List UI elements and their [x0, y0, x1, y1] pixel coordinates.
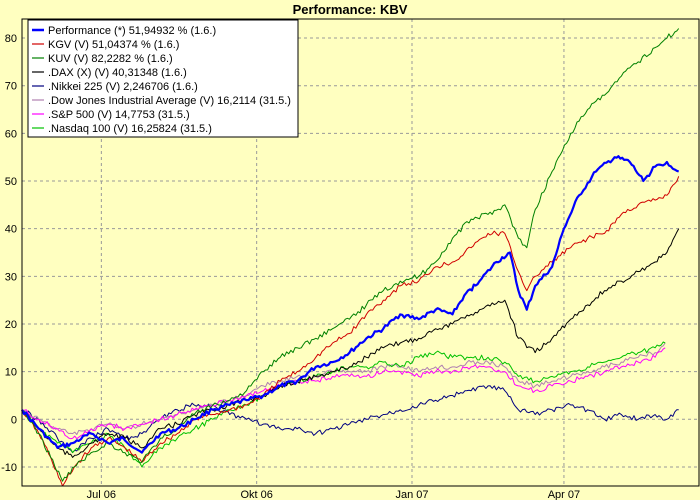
y-tick-label: 60 — [5, 128, 17, 140]
legend-entry: .DAX (X) (V) 40,31348 (1.6.) — [48, 67, 187, 79]
legend-entry: KUV (V) 82,2282 % (1.6.) — [48, 53, 173, 65]
x-tick-label: Apr 07 — [548, 489, 580, 500]
y-tick-label: -10 — [1, 462, 17, 474]
y-tick-label: 30 — [5, 271, 17, 283]
x-tick-label: Jan 07 — [395, 489, 428, 500]
series-line — [21, 28, 680, 482]
y-tick-label: 20 — [5, 319, 17, 331]
series-line — [21, 155, 680, 454]
y-tick-label: 10 — [5, 367, 17, 379]
grid — [22, 19, 699, 486]
legend-entry: .Nasdaq 100 (V) 16,25824 (31.5.) — [48, 123, 212, 135]
legend: Performance (*) 51,94932 % (1.6.) KGV (V)… — [27, 19, 299, 138]
x-axis-ticks: Jul 06 Okt 06 Jan 07 Apr 07 — [87, 489, 580, 500]
series-line — [21, 341, 666, 468]
y-tick-label: 50 — [5, 176, 17, 188]
y-tick-label: 0 — [11, 414, 17, 426]
legend-entry: KGV (V) 51,04374 % (1.6.) — [48, 39, 179, 51]
x-tick-label: Jul 06 — [87, 489, 116, 500]
legend-entry: .S&P 500 (V) 14,7753 (31.5.) — [48, 109, 190, 121]
legend-entry: Performance (*) 51,94932 % (1.6.) — [48, 25, 216, 37]
y-tick-label: 70 — [5, 81, 17, 93]
series-lines — [21, 28, 680, 487]
x-tick-label: Okt 06 — [240, 489, 272, 500]
y-tick-label: 80 — [5, 33, 17, 45]
series-line — [21, 176, 680, 487]
plot-frame — [21, 18, 700, 487]
legend-box — [27, 19, 299, 138]
chart-title: Performance: KBV — [293, 2, 408, 17]
y-tick-label: 40 — [5, 224, 17, 236]
series-line — [21, 342, 666, 435]
legend-entry: .Dow Jones Industrial Average (V) 16,211… — [48, 95, 291, 107]
series-line — [21, 228, 680, 458]
series-line — [21, 385, 679, 454]
y-axis-ticks: -10 0 10 20 30 40 50 60 70 80 — [1, 33, 17, 474]
legend-entry: .Nikkei 225 (V) 2,246706 (1.6.) — [48, 81, 198, 93]
series-line — [21, 347, 666, 440]
